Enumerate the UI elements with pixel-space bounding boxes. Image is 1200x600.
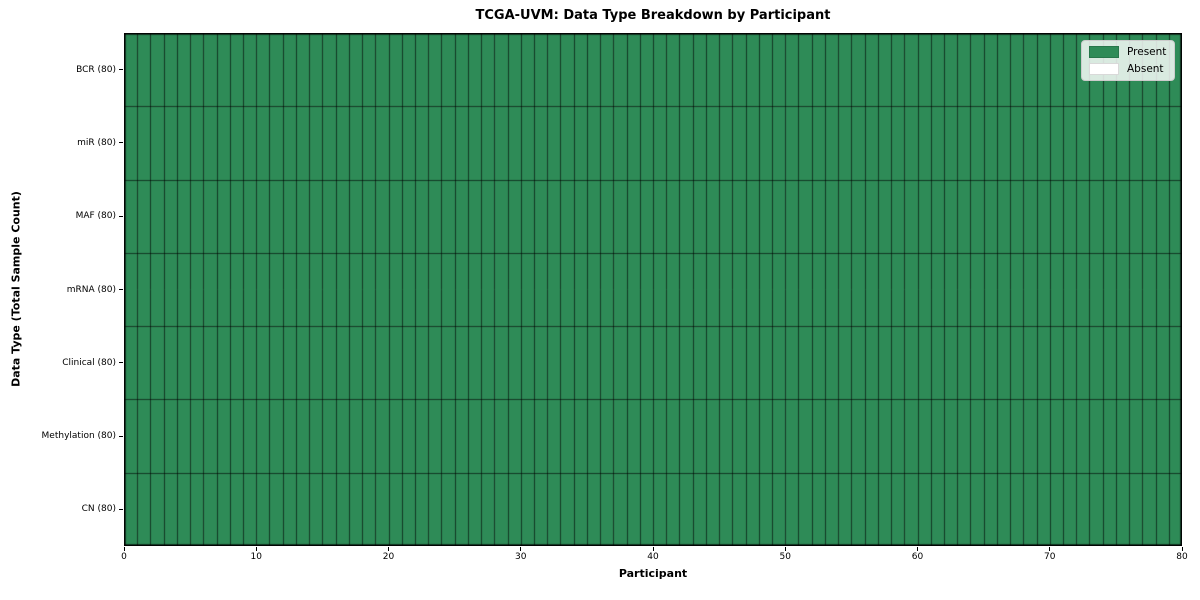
x-tick-mark bbox=[255, 547, 257, 551]
legend-item-absent: Absent bbox=[1089, 63, 1167, 75]
legend-label-present: Present bbox=[1127, 46, 1167, 58]
legend-item-present: Present bbox=[1089, 46, 1167, 58]
x-tick-label: 50 bbox=[779, 552, 791, 562]
y-tick-label: MAF (80) bbox=[75, 211, 116, 222]
heatmap-canvas bbox=[124, 33, 1182, 546]
y-tick-mark bbox=[119, 362, 123, 364]
x-tick-mark bbox=[1049, 547, 1051, 551]
y-tick-mark bbox=[119, 69, 123, 71]
chart-title: TCGA-UVM: Data Type Breakdown by Partici… bbox=[475, 8, 831, 23]
legend-swatch-present-icon bbox=[1089, 46, 1119, 58]
y-tick-mark bbox=[119, 142, 123, 144]
x-tick-label: 40 bbox=[647, 552, 659, 562]
x-tick-label: 0 bbox=[121, 552, 127, 562]
x-tick-mark bbox=[388, 547, 389, 551]
y-tick-mark bbox=[119, 289, 123, 290]
x-tick-mark bbox=[1181, 547, 1183, 551]
x-tick-label: 80 bbox=[1176, 552, 1188, 562]
y-tick-mark bbox=[119, 435, 123, 437]
y-tick-label: CN (80) bbox=[81, 504, 116, 515]
y-tick-label: BCR (80) bbox=[76, 64, 116, 75]
x-tick-label: 20 bbox=[382, 552, 395, 562]
x-tick-mark bbox=[784, 547, 786, 551]
x-axis-label: Participant bbox=[618, 567, 688, 580]
x-tick-mark bbox=[123, 547, 125, 551]
x-tick-label: 30 bbox=[515, 552, 527, 562]
y-tick-label: Clinical (80) bbox=[62, 357, 116, 368]
x-tick-mark bbox=[520, 547, 522, 551]
x-tick-label: 70 bbox=[1044, 552, 1056, 562]
x-tick-label: 10 bbox=[250, 552, 262, 562]
legend-swatch-absent-icon bbox=[1089, 63, 1119, 75]
x-tick-mark bbox=[652, 547, 654, 551]
x-tick-label: 60 bbox=[911, 552, 924, 562]
y-tick-label: miR (80) bbox=[77, 137, 116, 148]
legend-label-absent: Absent bbox=[1127, 63, 1164, 75]
y-tick-label: mRNA (80) bbox=[66, 284, 116, 295]
legend: Present Absent bbox=[1081, 40, 1175, 81]
x-tick-mark bbox=[917, 547, 918, 551]
y-tick-mark bbox=[119, 508, 123, 510]
y-tick-mark bbox=[119, 215, 123, 217]
y-tick-label: Methylation (80) bbox=[41, 431, 116, 442]
